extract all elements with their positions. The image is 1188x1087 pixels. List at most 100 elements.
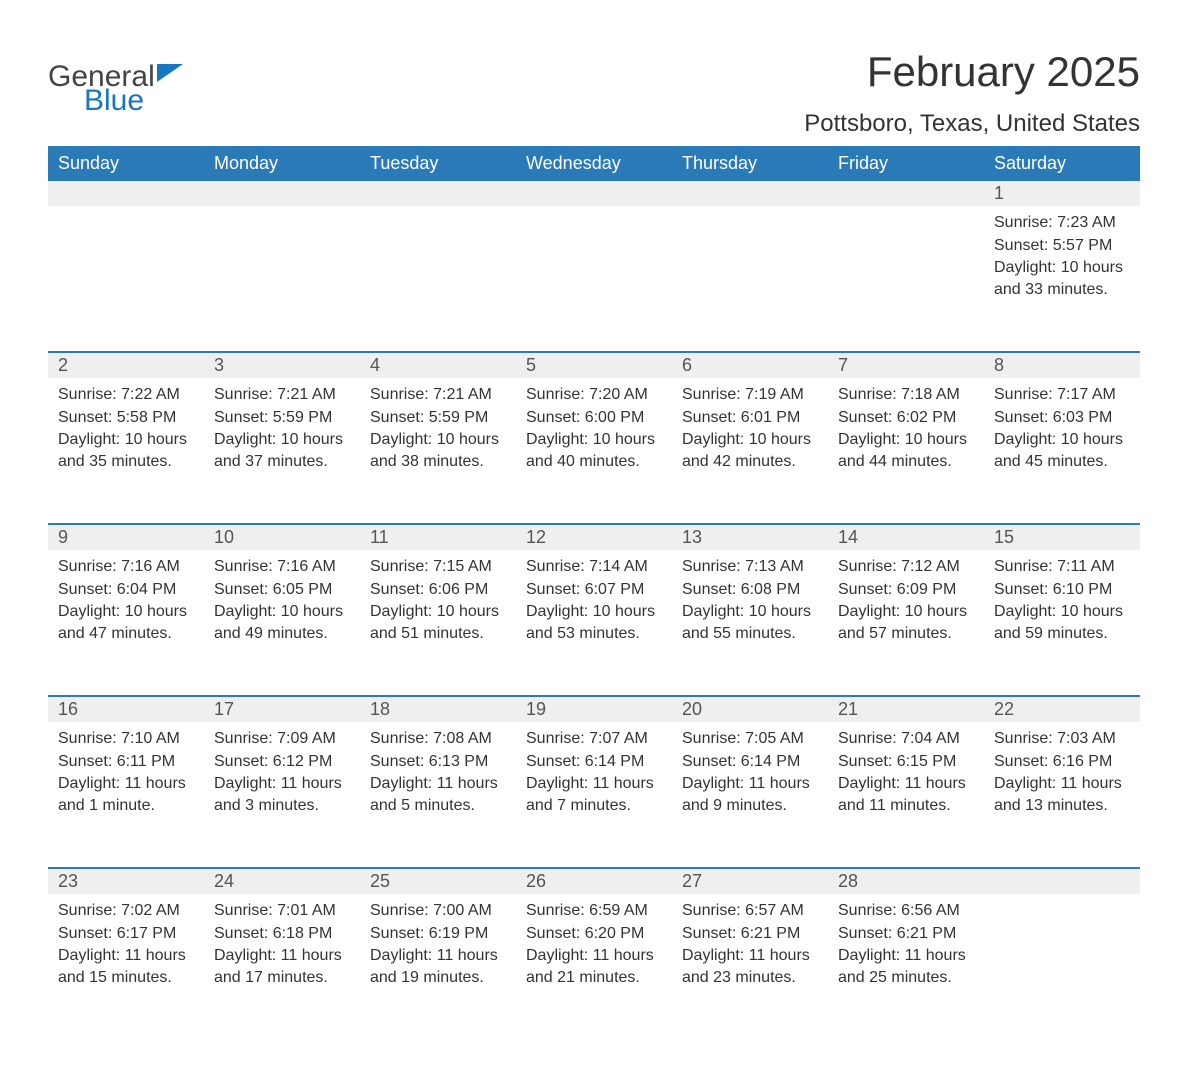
- day-number: 13: [672, 525, 828, 550]
- calendar-cell-body: Sunrise: 6:57 AMSunset: 6:21 PMDaylight:…: [672, 894, 828, 995]
- daylight-text: Daylight: 10 hours and 51 minutes.: [370, 601, 508, 644]
- day-number: 27: [672, 869, 828, 894]
- calendar-cell-body: Sunrise: 7:13 AMSunset: 6:08 PMDaylight:…: [672, 550, 828, 651]
- title-block: February 2025 Pottsboro, Texas, United S…: [804, 48, 1140, 138]
- day-number: 12: [516, 525, 672, 550]
- daylight-text: Daylight: 11 hours and 13 minutes.: [994, 773, 1132, 816]
- calendar-cell: Sunrise: 7:13 AMSunset: 6:08 PMDaylight:…: [672, 550, 828, 695]
- calendar-cell: Sunrise: 7:21 AMSunset: 5:59 PMDaylight:…: [204, 378, 360, 523]
- calendar-cell-body: Sunrise: 7:08 AMSunset: 6:13 PMDaylight:…: [360, 722, 516, 823]
- day-number: 9: [48, 525, 204, 550]
- day-number: 24: [204, 869, 360, 894]
- calendar-cell-body: Sunrise: 7:16 AMSunset: 6:05 PMDaylight:…: [204, 550, 360, 651]
- calendar-cell-body: Sunrise: 7:15 AMSunset: 6:06 PMDaylight:…: [360, 550, 516, 651]
- sunrise-text: Sunrise: 7:04 AM: [838, 728, 976, 750]
- calendar-cell: Sunrise: 7:21 AMSunset: 5:59 PMDaylight:…: [360, 378, 516, 523]
- day-number: 15: [984, 525, 1140, 550]
- calendar-cell-body: Sunrise: 7:02 AMSunset: 6:17 PMDaylight:…: [48, 894, 204, 995]
- daylight-text: Daylight: 10 hours and 37 minutes.: [214, 429, 352, 472]
- sunrise-text: Sunrise: 7:17 AM: [994, 384, 1132, 406]
- sunset-text: Sunset: 6:03 PM: [994, 407, 1132, 429]
- week-row: 232425262728Sunrise: 7:02 AMSunset: 6:17…: [48, 867, 1140, 1039]
- sunrise-text: Sunrise: 7:22 AM: [58, 384, 196, 406]
- calendar-cell-body: Sunrise: 6:56 AMSunset: 6:21 PMDaylight:…: [828, 894, 984, 995]
- sunset-text: Sunset: 6:13 PM: [370, 751, 508, 773]
- sunset-text: Sunset: 6:18 PM: [214, 923, 352, 945]
- day-number: 22: [984, 697, 1140, 722]
- sunset-text: Sunset: 5:59 PM: [214, 407, 352, 429]
- sunset-text: Sunset: 5:58 PM: [58, 407, 196, 429]
- calendar-cell-body: Sunrise: 7:14 AMSunset: 6:07 PMDaylight:…: [516, 550, 672, 651]
- calendar-cell-body: Sunrise: 7:07 AMSunset: 6:14 PMDaylight:…: [516, 722, 672, 823]
- daylight-text: Daylight: 11 hours and 23 minutes.: [682, 945, 820, 988]
- brand-word-2: Blue: [84, 84, 183, 118]
- sunrise-text: Sunrise: 6:59 AM: [526, 900, 664, 922]
- week-body-row: Sunrise: 7:22 AMSunset: 5:58 PM Daylight:…: [48, 378, 1140, 523]
- calendar-cell: Sunrise: 7:04 AMSunset: 6:15 PMDaylight:…: [828, 722, 984, 867]
- calendar-cell: Sunrise: 6:59 AMSunset: 6:20 PMDaylight:…: [516, 894, 672, 1039]
- sunset-text: Sunset: 6:16 PM: [994, 751, 1132, 773]
- calendar: SundayMondayTuesdayWednesdayThursdayFrid…: [48, 146, 1140, 1039]
- sunset-text: Sunset: 6:04 PM: [58, 579, 196, 601]
- calendar-cell-body: Sunrise: 6:59 AMSunset: 6:20 PMDaylight:…: [516, 894, 672, 995]
- sunset-text: Sunset: 6:21 PM: [682, 923, 820, 945]
- daylight-text: Daylight: 10 hours and 47 minutes.: [58, 601, 196, 644]
- calendar-cell: [828, 206, 984, 351]
- daylight-text: Daylight: 11 hours and 7 minutes.: [526, 773, 664, 816]
- sunrise-text: Sunrise: 6:56 AM: [838, 900, 976, 922]
- page-header: General Blue February 2025 Pottsboro, Te…: [48, 48, 1140, 138]
- week-row: 9101112131415Sunrise: 7:16 AMSunset: 6:0…: [48, 523, 1140, 695]
- week-body-row: Sunrise: 7:02 AMSunset: 6:17 PMDaylight:…: [48, 894, 1140, 1039]
- day-number: 4: [360, 353, 516, 378]
- calendar-cell-body: Sunrise: 7:22 AMSunset: 5:58 PMDaylight:…: [48, 378, 204, 479]
- day-number: 8: [984, 353, 1140, 378]
- day-number: 25: [360, 869, 516, 894]
- daylight-text: Daylight: 10 hours and 59 minutes.: [994, 601, 1132, 644]
- sunrise-text: Sunrise: 7:08 AM: [370, 728, 508, 750]
- sunrise-text: Sunrise: 7:07 AM: [526, 728, 664, 750]
- daylight-text: Daylight: 11 hours and 11 minutes.: [838, 773, 976, 816]
- calendar-cell-body: Sunrise: 7:16 AMSunset: 6:04 PMDaylight:…: [48, 550, 204, 651]
- brand-triangle-icon: [157, 64, 183, 82]
- calendar-cell-body: Sunrise: 7:12 AMSunset: 6:09 PMDaylight:…: [828, 550, 984, 651]
- daylight-text: Daylight: 10 hours and 33 minutes.: [994, 257, 1132, 300]
- sunset-text: Sunset: 5:59 PM: [370, 407, 508, 429]
- day-number-row: 2345678: [48, 351, 1140, 378]
- sunset-text: Sunset: 6:17 PM: [58, 923, 196, 945]
- sunrise-text: Sunrise: 7:21 AM: [370, 384, 508, 406]
- daylight-text: Daylight: 10 hours and 45 minutes.: [994, 429, 1132, 472]
- calendar-cell: Sunrise: 7:07 AMSunset: 6:14 PMDaylight:…: [516, 722, 672, 867]
- calendar-cell: [204, 206, 360, 351]
- calendar-cell-body: Sunrise: 7:23 AMSunset: 5:57 PMDaylight:…: [984, 206, 1140, 307]
- sunrise-text: Sunrise: 7:21 AM: [214, 384, 352, 406]
- day-number-row: 232425262728: [48, 867, 1140, 894]
- sunset-text: Sunset: 6:00 PM: [526, 407, 664, 429]
- sunrise-text: Sunrise: 7:23 AM: [994, 212, 1132, 234]
- sunrise-text: Sunrise: 7:10 AM: [58, 728, 196, 750]
- calendar-cell-body: Sunrise: 7:18 AMSunset: 6:02 PMDaylight:…: [828, 378, 984, 479]
- calendar-cell: Sunrise: 7:09 AMSunset: 6:12 PMDaylight:…: [204, 722, 360, 867]
- sunset-text: Sunset: 6:19 PM: [370, 923, 508, 945]
- calendar-cell: Sunrise: 6:57 AMSunset: 6:21 PMDaylight:…: [672, 894, 828, 1039]
- calendar-cell: Sunrise: 7:19 AMSunset: 6:01 PMDaylight:…: [672, 378, 828, 523]
- week-row: 2345678 Sunrise: 7:22 AMSunset: 5:58 PM Da…: [48, 351, 1140, 523]
- calendar-cell-body: Sunrise: 7:11 AMSunset: 6:10 PMDaylight:…: [984, 550, 1140, 651]
- daylight-text: Daylight: 10 hours and 44 minutes.: [838, 429, 976, 472]
- day-number: [516, 181, 672, 206]
- calendar-cell-body: Sunrise: 7:05 AMSunset: 6:14 PMDaylight:…: [672, 722, 828, 823]
- weekday-header: Saturday: [984, 146, 1140, 181]
- sunset-text: Sunset: 6:21 PM: [838, 923, 976, 945]
- day-number: 17: [204, 697, 360, 722]
- sunset-text: Sunset: 6:20 PM: [526, 923, 664, 945]
- sunset-text: Sunset: 6:11 PM: [58, 751, 196, 773]
- sunset-text: Sunset: 6:14 PM: [682, 751, 820, 773]
- day-number: 23: [48, 869, 204, 894]
- daylight-text: Daylight: 10 hours and 49 minutes.: [214, 601, 352, 644]
- calendar-cell-body: Sunrise: 7:17 AMSunset: 6:03 PMDaylight:…: [984, 378, 1140, 479]
- daylight-text: Daylight: 11 hours and 5 minutes.: [370, 773, 508, 816]
- weekday-header-row: SundayMondayTuesdayWednesdayThursdayFrid…: [48, 146, 1140, 181]
- day-number: 21: [828, 697, 984, 722]
- calendar-cell: Sunrise: 7:22 AMSunset: 5:58 PMDaylight:…: [48, 378, 204, 523]
- week-body-row: Sunrise: 7:23 AMSunset: 5:57 PMDaylight:…: [48, 206, 1140, 351]
- daylight-text: Daylight: 10 hours and 57 minutes.: [838, 601, 976, 644]
